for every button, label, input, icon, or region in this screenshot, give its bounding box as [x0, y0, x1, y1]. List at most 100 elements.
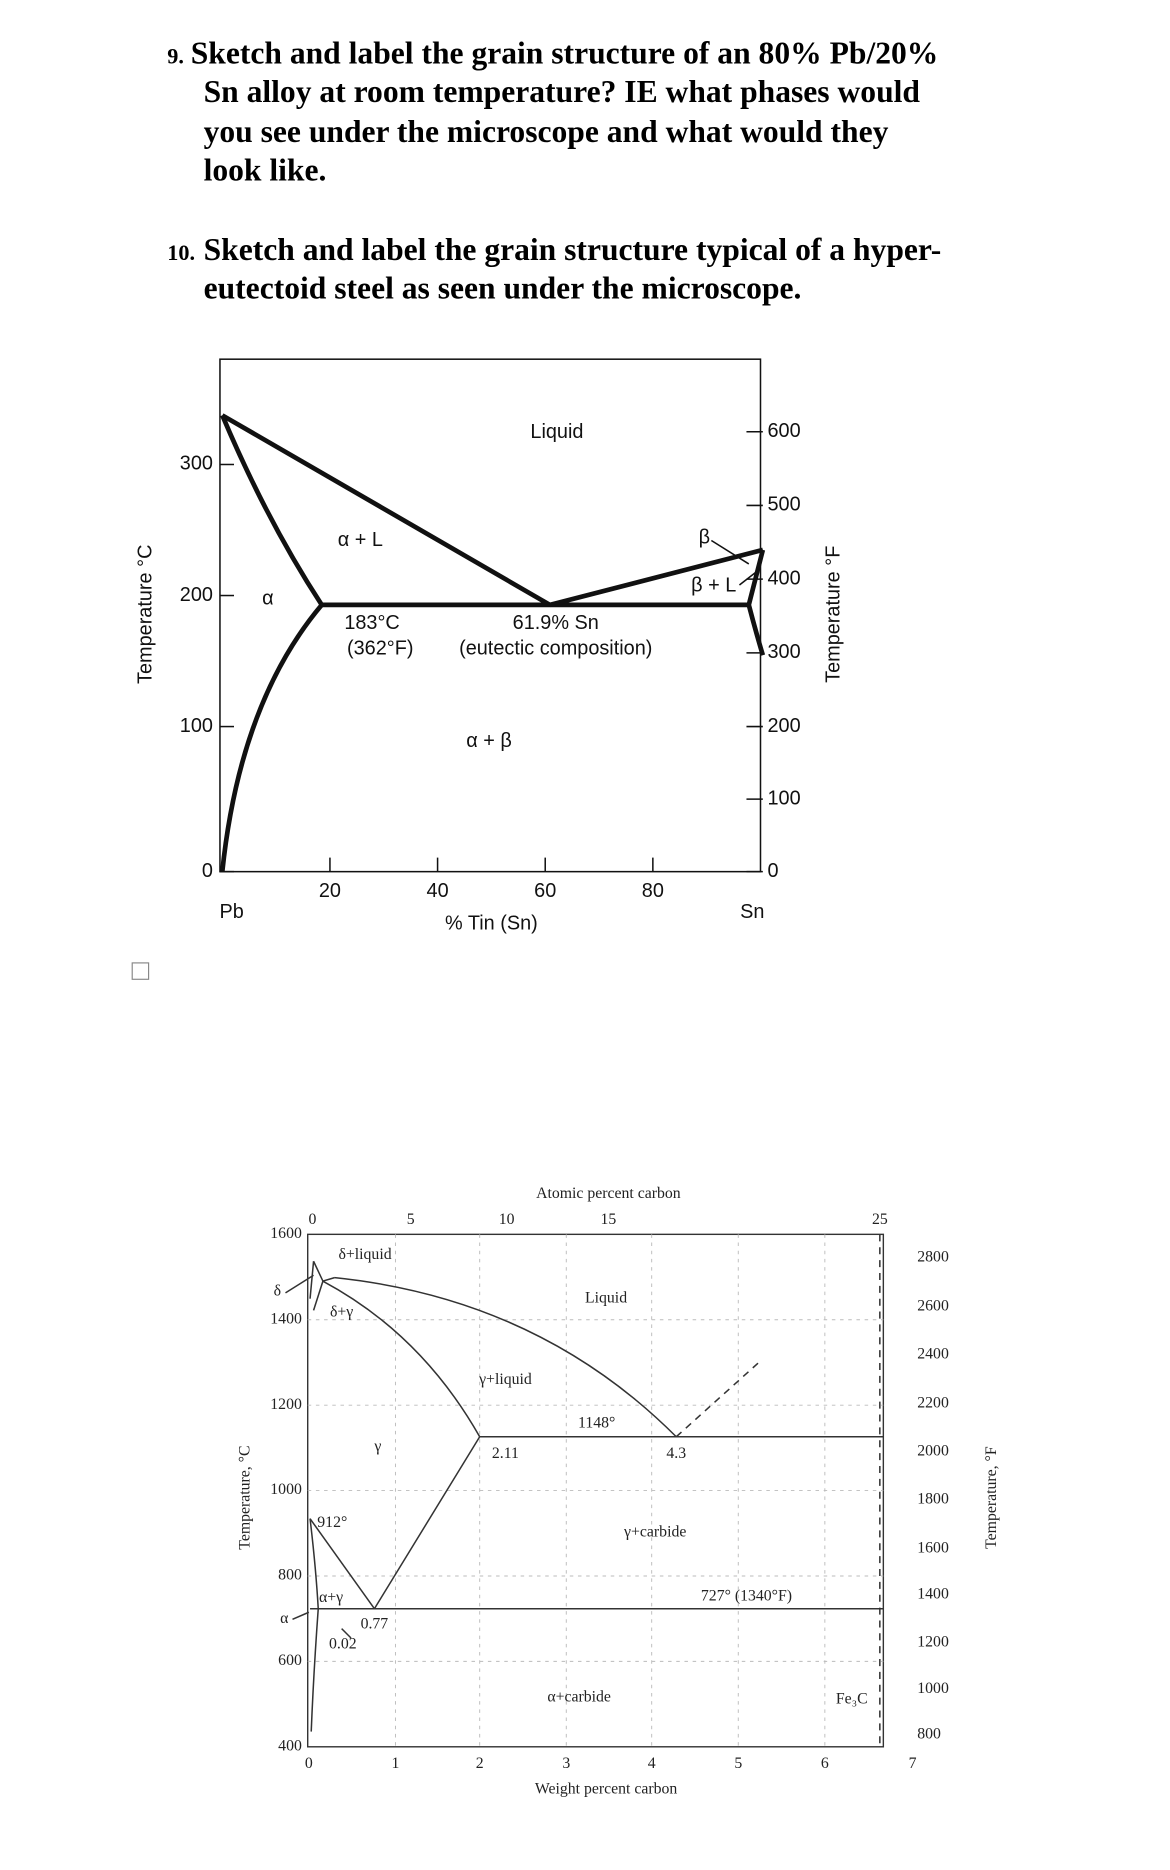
arrow — [738, 568, 761, 586]
liquidus — [549, 547, 764, 608]
arrow — [292, 1611, 310, 1620]
region-label: β + L — [691, 574, 736, 596]
region-label: γ+liquid — [478, 1371, 532, 1388]
liquidus-dashed — [675, 1362, 759, 1438]
question-line: look like. — [204, 152, 327, 187]
tick-label: 1200 — [270, 1396, 302, 1413]
region-label: α+γ — [319, 1589, 343, 1606]
end-label: Sn — [740, 901, 764, 923]
question-line: Sketch and label the grain structure of … — [191, 35, 939, 70]
questions: 9. Sketch and label the grain structure … — [167, 35, 941, 305]
a3-line — [309, 1518, 376, 1610]
tick-label: 2400 — [917, 1345, 949, 1362]
region-label: α + β — [466, 730, 512, 752]
tick-label: 60 — [534, 880, 556, 902]
annotation: 0.77 — [361, 1616, 389, 1633]
tick-label: 80 — [642, 880, 664, 902]
tick-label: 600 — [768, 420, 801, 442]
arrow — [341, 1628, 352, 1639]
tick-label: 800 — [917, 1726, 941, 1743]
question-number: 10. — [167, 240, 195, 265]
tick-label: 2000 — [917, 1443, 949, 1460]
liquidus — [334, 1276, 677, 1438]
axis-label: Temperature, °F — [983, 1446, 1000, 1549]
annotation: 912° — [317, 1514, 347, 1531]
tick-label: 1800 — [917, 1491, 949, 1508]
tick-label: 500 — [768, 494, 801, 516]
tick-label: 600 — [278, 1652, 302, 1669]
region-label: Liquid — [530, 421, 583, 443]
annotation: 61.9% Sn — [513, 612, 599, 634]
tick-label: 100 — [180, 715, 213, 737]
tick-label: 1 — [392, 1755, 400, 1772]
region-label: α — [262, 587, 274, 609]
tick-label: 1000 — [917, 1680, 949, 1697]
arrow — [710, 539, 750, 565]
tick-label: 0 — [308, 1211, 316, 1228]
frame — [219, 358, 762, 873]
tick-label: 5 — [734, 1755, 742, 1772]
tick-label: 800 — [278, 1567, 302, 1584]
region-label: δ+liquid — [338, 1246, 391, 1263]
region-label: α + L — [338, 529, 383, 551]
region-label: Fe₃C — [836, 1691, 868, 1708]
question-number: 9. — [167, 44, 184, 69]
tick-label: 40 — [427, 880, 449, 902]
liquidus — [221, 413, 552, 607]
tick-label: 4 — [648, 1755, 656, 1772]
region-label: δ — [274, 1282, 281, 1299]
tick-label: 2 — [476, 1755, 484, 1772]
annotation: 1148° — [578, 1415, 615, 1432]
annotation: 183°C — [344, 612, 399, 634]
tick-label: 20 — [319, 880, 341, 902]
annotation: 4.3 — [666, 1445, 686, 1462]
y-axis-label: Temperature °F — [822, 546, 844, 683]
tick-label: 300 — [180, 453, 213, 475]
phase-line — [309, 1261, 315, 1299]
annotation: 727° (1340°F) — [701, 1588, 792, 1605]
annotation: 0.02 — [329, 1636, 357, 1653]
tick-label: 0 — [305, 1755, 313, 1772]
region-label: β — [699, 526, 710, 548]
region-label: α+carbide — [547, 1688, 611, 1705]
solvus — [309, 1518, 320, 1732]
axis-label: Atomic percent carbon — [536, 1185, 681, 1202]
fe-c-diagram: 1600 1400 1200 1000 800 600 400 2800 260… — [236, 1185, 999, 1798]
annotation: 2.11 — [492, 1445, 519, 1462]
tick-label: 300 — [768, 641, 801, 663]
tick-label: 7 — [909, 1755, 917, 1772]
tick-label: 2200 — [917, 1395, 949, 1412]
tick-label: 15 — [601, 1211, 617, 1228]
tick-label: 200 — [180, 584, 213, 606]
region-label: γ+carbide — [623, 1523, 686, 1540]
annotation: (eutectic composition) — [459, 638, 652, 660]
tick-label: 3 — [562, 1755, 570, 1772]
solidus — [322, 1280, 481, 1438]
tick-label: 1200 — [917, 1633, 949, 1650]
tick-label: 6 — [821, 1755, 829, 1772]
tick-label: 1600 — [270, 1225, 302, 1242]
peritectic — [312, 1260, 335, 1283]
x-axis-label: % Tin (Sn) — [445, 913, 538, 935]
region-label: γ — [373, 1438, 381, 1455]
region-label: Liquid — [585, 1289, 627, 1306]
region-label: α — [280, 1610, 288, 1627]
tick-label: 1600 — [917, 1540, 949, 1557]
tick-label: 1400 — [270, 1310, 302, 1327]
end-label: Pb — [220, 901, 244, 923]
question-line: Sketch and label the grain structure typ… — [204, 232, 942, 267]
tick-label: 25 — [872, 1211, 888, 1228]
annotation: (362°F) — [347, 638, 414, 660]
axis-label: Temperature, °C — [236, 1445, 253, 1549]
tick-label: 1000 — [270, 1481, 302, 1498]
tick-label: 400 — [278, 1737, 302, 1754]
tick-label: 5 — [407, 1211, 415, 1228]
question-line: Sn alloy at room temperature? IE what ph… — [204, 74, 921, 109]
checkbox[interactable] — [131, 962, 150, 980]
tick-label: 400 — [768, 567, 801, 589]
phase-line — [312, 1280, 324, 1311]
tick-label: 10 — [499, 1211, 515, 1228]
axis-label: Weight percent carbon — [535, 1781, 678, 1798]
